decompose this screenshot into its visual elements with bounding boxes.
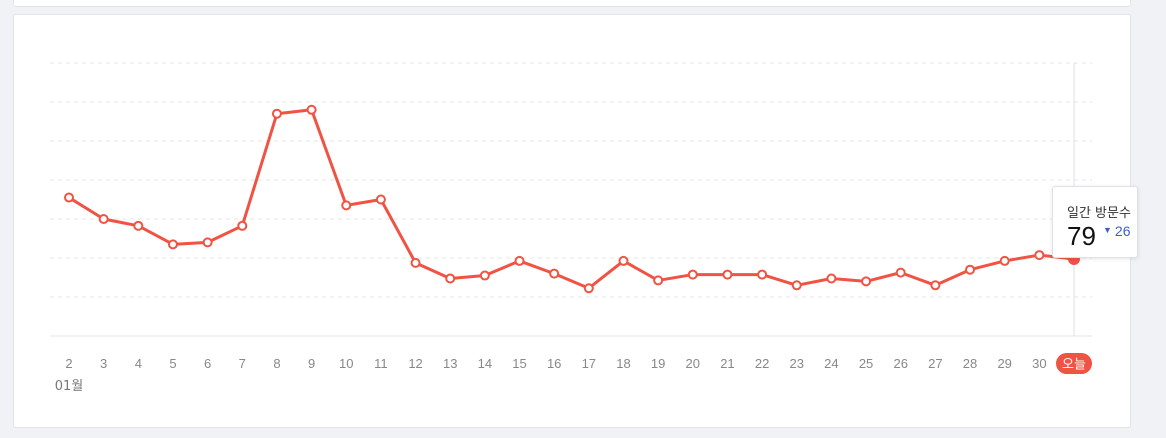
x-tick-label: 18: [616, 356, 630, 371]
x-tick-label: 13: [443, 356, 457, 371]
grid-lines: [50, 62, 1092, 298]
data-point[interactable]: [826, 273, 837, 284]
x-tick-label: 27: [928, 356, 942, 371]
data-point[interactable]: [445, 273, 456, 284]
x-tick-label: 8: [273, 356, 280, 371]
data-point[interactable]: [375, 194, 386, 205]
tooltip-label: 일간 방문수: [1067, 206, 1131, 221]
x-tick-label: 28: [963, 356, 977, 371]
data-point[interactable]: [549, 268, 560, 279]
data-point[interactable]: [861, 276, 872, 287]
data-point[interactable]: [965, 264, 976, 275]
data-point[interactable]: [687, 269, 698, 280]
data-point[interactable]: [479, 270, 490, 281]
x-tick-label: 7: [239, 356, 246, 371]
tooltip-value: 79: [1067, 221, 1096, 251]
data-point[interactable]: [895, 267, 906, 278]
x-tick-label: 11: [374, 356, 388, 371]
x-tick-label: 3: [100, 356, 107, 371]
x-tick-label: 12: [408, 356, 422, 371]
data-point[interactable]: [202, 237, 213, 248]
x-tick-label-today: 오늘: [1062, 358, 1086, 373]
x-tick-label: 19: [651, 356, 665, 371]
data-point[interactable]: [514, 255, 525, 266]
x-tick-label: 6: [204, 356, 211, 371]
data-point[interactable]: [791, 280, 802, 291]
x-tick-label: 23: [790, 356, 804, 371]
x-tick-label: 20: [686, 356, 700, 371]
data-point[interactable]: [64, 192, 74, 203]
data-point[interactable]: [757, 269, 768, 280]
x-tick-label: 14: [478, 356, 492, 371]
x-tick-label: 25: [859, 356, 873, 371]
chart-card: [13, 14, 1131, 428]
data-point[interactable]: [930, 280, 941, 291]
down-arrow-icon: ▼: [1103, 225, 1112, 235]
series-path: [67, 108, 1076, 290]
data-points[interactable]: [64, 104, 1080, 294]
series-line: [67, 108, 1076, 290]
x-tick-label: 26: [893, 356, 907, 371]
data-point[interactable]: [133, 220, 144, 231]
data-point[interactable]: [1034, 250, 1045, 261]
data-point[interactable]: [306, 104, 317, 115]
x-tick-labels: 2 3 4 5 6 7 8 9 10 11 12 13 14 15 16 17 18 19 20 21 22 23 24 25…: [65, 353, 1092, 374]
data-point[interactable]: [722, 269, 733, 280]
tooltip-change: ▼ 26: [1103, 223, 1131, 239]
data-point[interactable]: [410, 257, 421, 268]
x-tick-label: 24: [824, 356, 838, 371]
data-point[interactable]: [167, 239, 178, 250]
x-tick-label: 9: [308, 356, 315, 371]
x-tick-label: 22: [755, 356, 769, 371]
x-tick-label: 17: [582, 356, 596, 371]
data-point[interactable]: [271, 108, 282, 119]
top-card: [13, 0, 1131, 7]
x-tick-label: 30: [1032, 356, 1046, 371]
x-tick-label: 10: [339, 356, 353, 371]
x-tick-label: 4: [135, 356, 142, 371]
data-point[interactable]: [237, 220, 248, 231]
x-tick-label: 29: [997, 356, 1011, 371]
tooltip-change-value: 26: [1114, 223, 1131, 239]
tooltip: 일간 방문수 79 ▼ 26: [1052, 186, 1138, 258]
data-point[interactable]: [999, 255, 1010, 266]
data-point[interactable]: [341, 200, 352, 211]
x-tick-label: 2: [65, 356, 72, 371]
data-point[interactable]: [618, 255, 629, 266]
x-tick-label: 15: [512, 356, 526, 371]
x-tick-label: 21: [720, 356, 734, 371]
data-point[interactable]: [583, 283, 594, 294]
month-label: 01월: [55, 379, 84, 394]
today-badge: [1056, 353, 1092, 374]
x-tick-label: 16: [547, 356, 561, 371]
data-point[interactable]: [98, 214, 109, 224]
data-point[interactable]: [653, 275, 664, 286]
x-tick-label: 5: [169, 356, 176, 371]
